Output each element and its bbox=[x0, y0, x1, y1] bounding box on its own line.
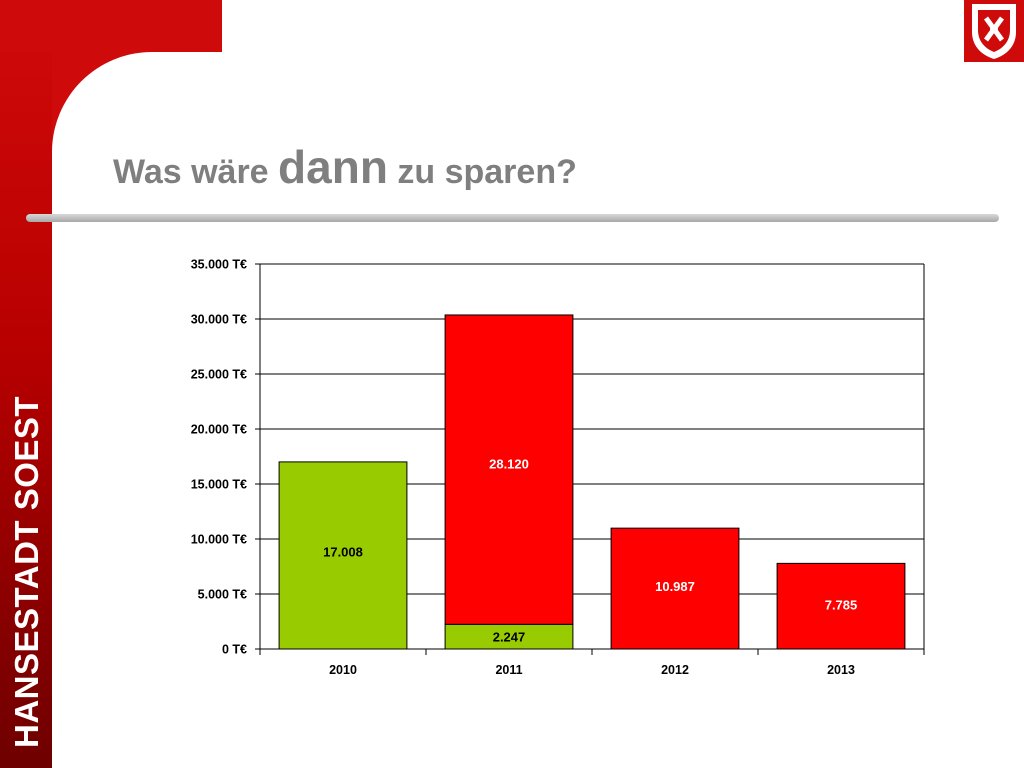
y-tick-label: 35.000 T€ bbox=[191, 258, 247, 272]
data-label: 7.785 bbox=[825, 597, 858, 612]
x-tick-label: 2012 bbox=[661, 663, 689, 677]
y-tick-label: 10.000 T€ bbox=[191, 533, 247, 547]
x-tick-label: 2013 bbox=[827, 663, 855, 677]
data-label: 10.987 bbox=[655, 579, 695, 594]
x-tick-label: 2011 bbox=[495, 663, 522, 677]
y-tick-label: 15.000 T€ bbox=[191, 478, 247, 492]
header-band bbox=[0, 0, 222, 52]
bar-segment bbox=[278, 461, 408, 650]
chart-bars bbox=[278, 314, 906, 650]
bar-segment bbox=[444, 314, 574, 625]
title-emphasis: dann bbox=[278, 141, 388, 193]
y-tick-label: 20.000 T€ bbox=[191, 423, 247, 437]
data-label: 2.247 bbox=[493, 630, 526, 645]
y-tick-label: 30.000 T€ bbox=[191, 313, 247, 327]
brand-sidebar: HANSESTADT SOEST bbox=[0, 0, 222, 768]
bar-segment bbox=[610, 527, 740, 650]
bar-segment bbox=[444, 623, 574, 650]
data-label: 17.008 bbox=[323, 545, 363, 560]
title-text-start: Was wäre bbox=[113, 153, 279, 191]
y-tick-label: 5.000 T€ bbox=[198, 588, 247, 602]
x-tick-label: 2010 bbox=[329, 663, 357, 677]
slide-title: Was wäre dann zu sparen? bbox=[113, 140, 577, 194]
title-divider bbox=[26, 214, 999, 222]
y-tick-label: 0 T€ bbox=[222, 643, 247, 657]
title-text-end: zu sparen? bbox=[387, 153, 577, 191]
y-tick-label: 25.000 T€ bbox=[191, 368, 247, 382]
chart-labels: 0 T€ 5.000 T€ 10.000 T€ 15.000 T€ 20.000 T€ 2… bbox=[191, 258, 858, 678]
data-label: 28.120 bbox=[489, 456, 529, 471]
sidebar-strip bbox=[0, 0, 52, 768]
chart-axes bbox=[255, 263, 925, 655]
bar-segment bbox=[776, 562, 906, 650]
city-coat-of-arms-logo bbox=[964, 0, 1024, 62]
